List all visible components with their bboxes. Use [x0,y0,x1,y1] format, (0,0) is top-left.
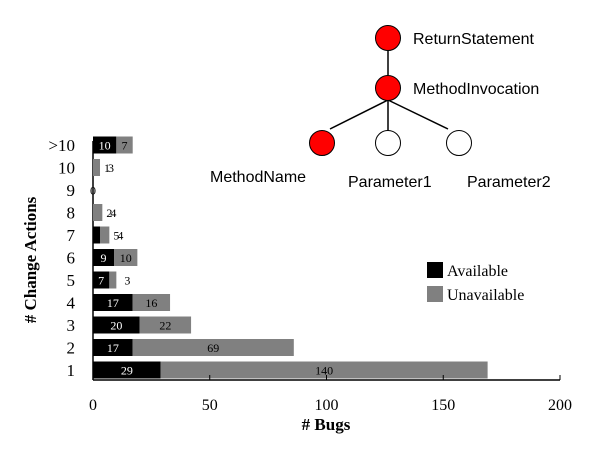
y-tick-label: 6 [67,249,76,268]
data-label-available: 9 [101,251,107,265]
y-tick-label: >10 [48,136,75,155]
data-label-unavailable: 7 [122,139,128,153]
y-tick-label: 8 [67,204,76,223]
ast-tree-diagram: ReturnStatement MethodInvocation MethodN… [210,25,551,191]
outer-data-label: 0 [90,184,96,198]
bar-available-5 [93,271,110,289]
data-label-unavailable: 22 [159,319,171,333]
legend-label-available: Available [447,263,508,280]
data-label-unavailable: 69 [207,341,219,355]
legend: Available Unavailable [427,262,524,304]
data-label-unavailable: 4 [117,229,123,243]
bar-available-4 [93,294,133,311]
x-tick-labels: 0 50 100 150 200 [89,375,572,414]
bar-available-3 [93,316,140,334]
bar-unavailable-7 [100,226,110,244]
x-tick-label: 100 [315,397,339,414]
outer-data-label: 1 [104,161,110,175]
x-tick-label: 0 [89,397,97,414]
y-axis-title: # Change Actions [21,196,40,323]
data-label-available: 20 [110,319,122,333]
y-tick-label: 9 [67,181,76,200]
node-method-name [309,130,335,156]
bar-available-gt10 [93,136,117,154]
data-label-available: 7 [98,274,104,288]
edge-invoke-p2 [387,99,449,130]
bar-unavailable-2 [132,339,294,356]
label-method-invocation: MethodInvocation [413,81,539,98]
label-return-statement: ReturnStatement [413,31,535,48]
label-parameter2: Parameter2 [467,174,551,191]
y-tick-label: 1 [67,361,76,380]
y-tick-label: 5 [67,271,76,290]
bar-available-6 [93,249,115,266]
bar-available-7 [93,226,101,244]
node-return-statement [375,25,401,51]
bar-unavailable-1 [160,361,488,379]
label-parameter1: Parameter1 [348,174,432,191]
legend-swatch-available [427,262,443,278]
bar-unavailable-10 [93,159,101,176]
data-label-unavailable: 140 [315,364,333,378]
data-label-unavailable: 3 [108,161,114,175]
data-label-available: 17 [107,296,119,310]
node-method-invocation [375,75,401,101]
data-label-unavailable: 16 [145,296,157,310]
legend-label-unavailable: Unavailable [447,287,524,304]
data-label-available: 10 [99,139,111,153]
y-tick-label: 10 [58,159,75,178]
outer-data-label: 2 [106,206,112,220]
x-tick-label: 50 [202,397,218,414]
x-tick-label: 150 [431,397,455,414]
y-tick-labels: 1 2 3 4 5 6 7 8 9 10 >10 [48,136,75,380]
bar-unavailable-4 [132,294,171,311]
label-method-name: MethodName [210,169,306,186]
bar-unavailable-3 [139,316,192,334]
y-tick-label: 3 [67,316,76,335]
data-label-unavailable: 10 [120,251,132,265]
bar-unavailable-6 [114,249,138,266]
y-tick-label: 7 [67,226,76,245]
x-axis-title: # Bugs [302,415,351,434]
outer-data-label: 5 [113,229,119,243]
y-tick-label: 2 [67,339,76,358]
data-label-available: 17 [107,341,119,355]
edge-invoke-name [329,99,389,130]
bar-unavailable-8 [93,204,103,221]
data-label-unavailable: 3 [124,274,130,288]
y-tick-label: 4 [67,294,76,313]
data-label-available: 29 [121,364,133,378]
x-tick-label: 200 [548,397,572,414]
data-label-unavailable: 4 [110,206,116,220]
legend-swatch-unavailable [427,286,443,302]
bar-available-1 [93,361,161,379]
node-parameter2 [446,130,472,156]
bar-unavailable-gt10 [116,136,133,154]
bar-unavailable-5 [109,271,117,289]
node-parameter1 [375,130,401,156]
bar-available-2 [93,339,133,356]
